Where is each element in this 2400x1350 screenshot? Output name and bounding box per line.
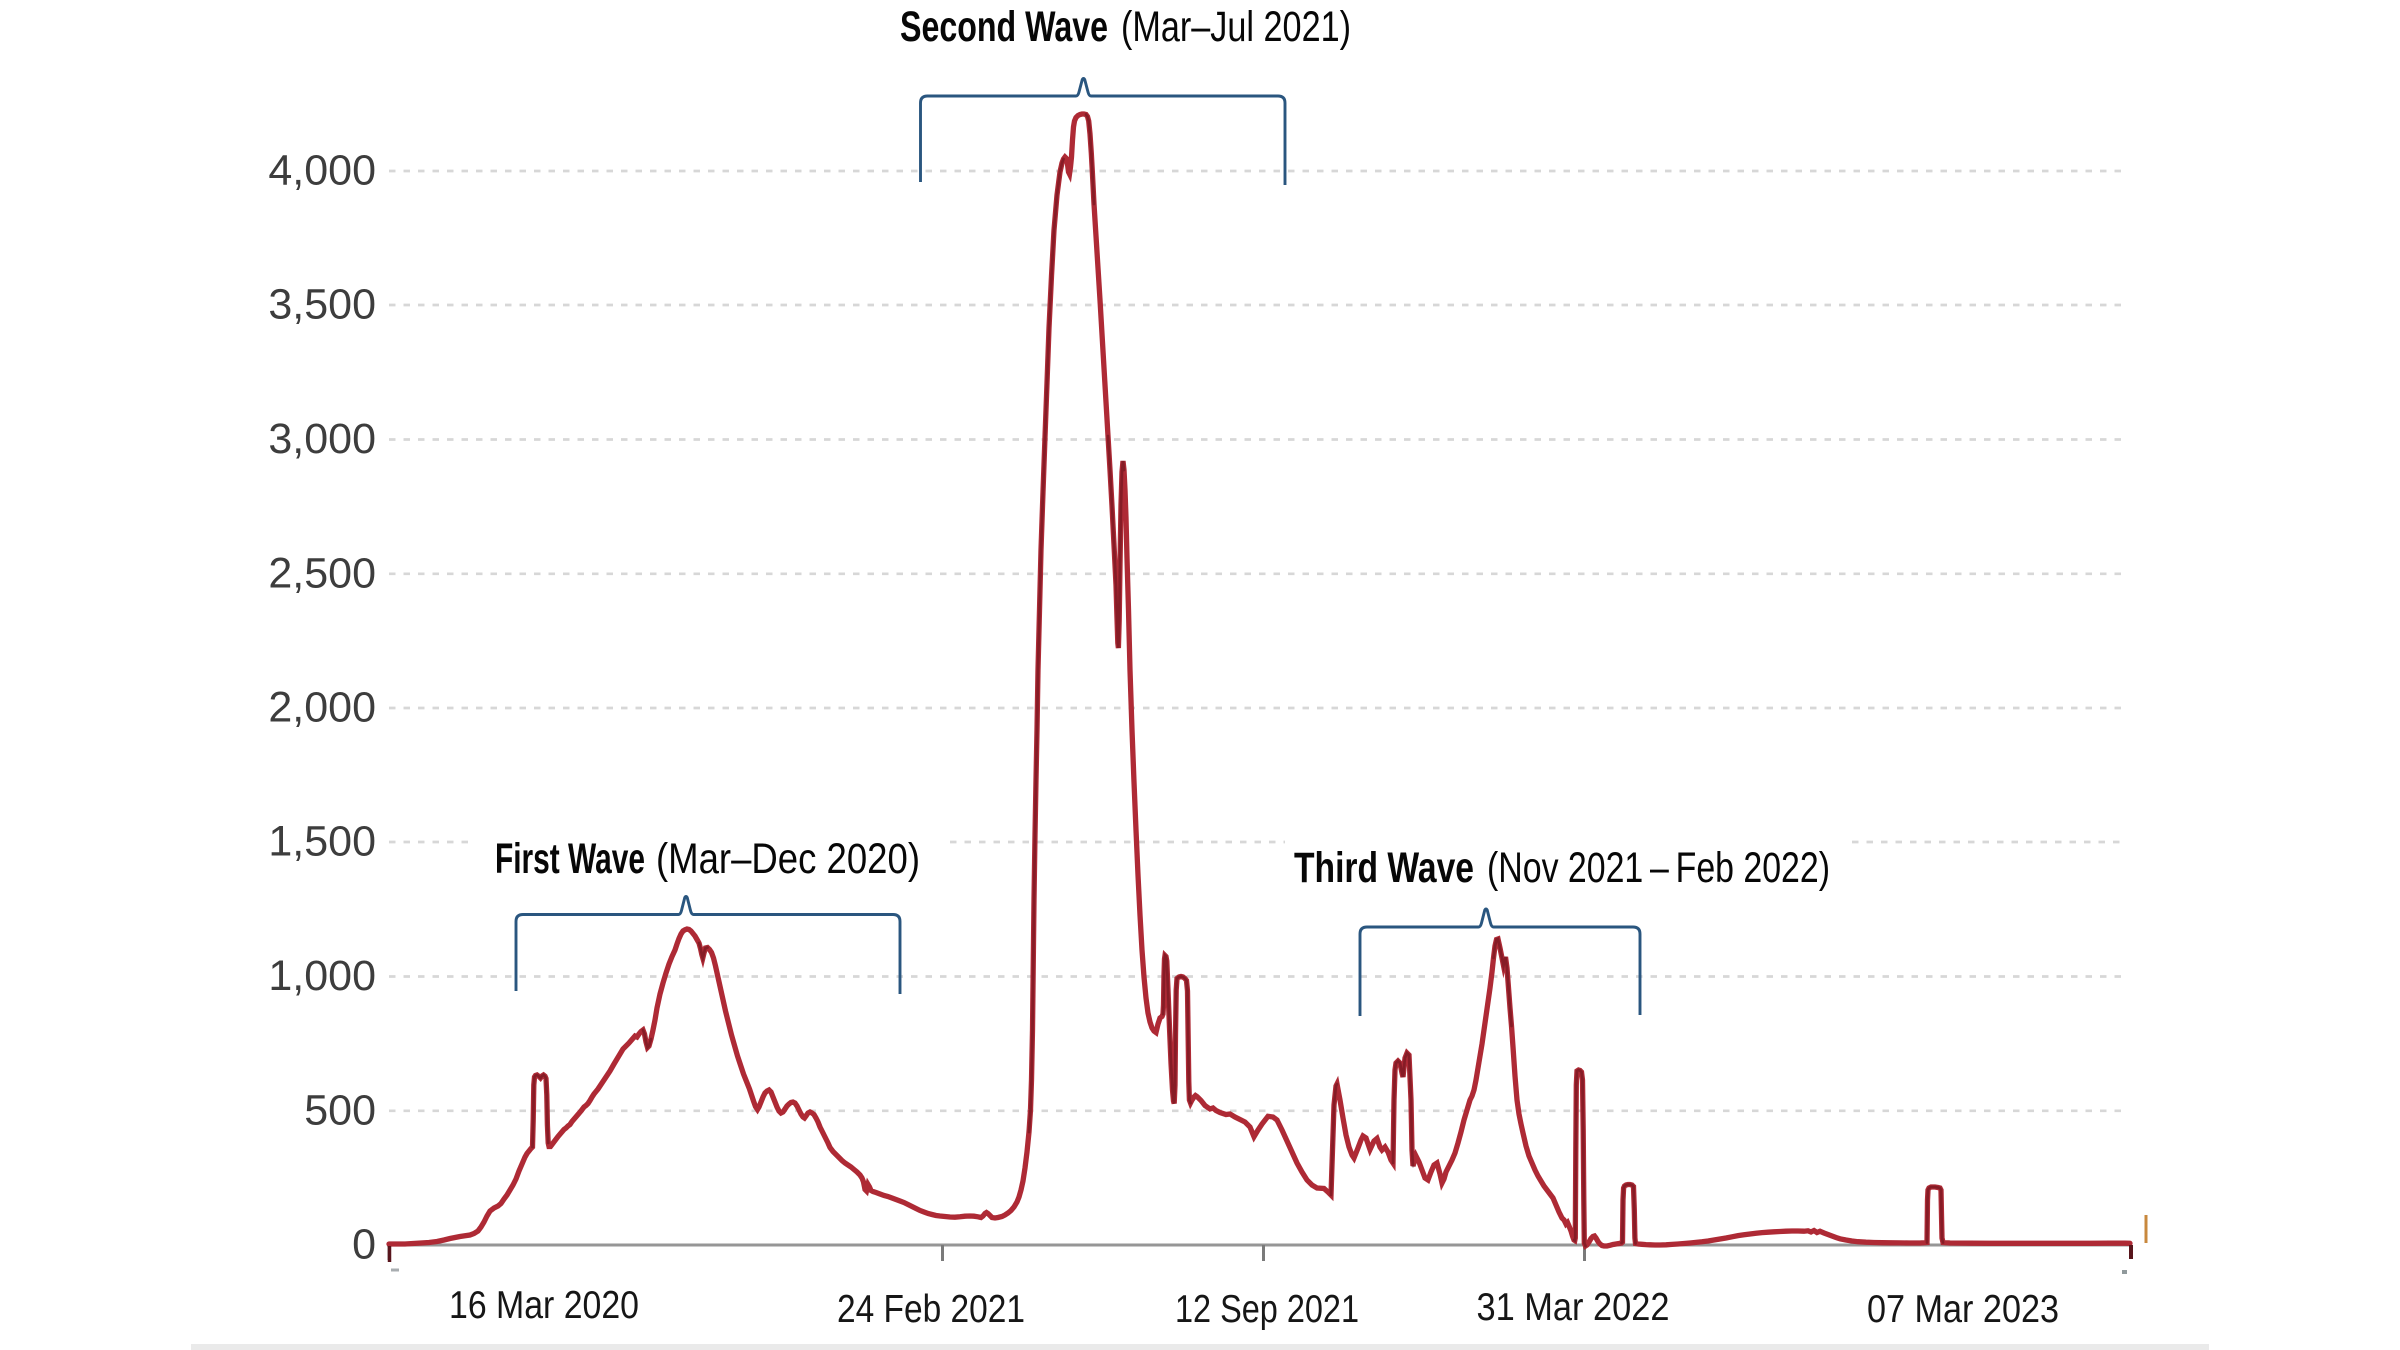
svg-text:(Nov 2021 – Feb 2022): (Nov 2021 – Feb 2022) xyxy=(1487,844,1830,892)
svg-text:First Wave: First Wave xyxy=(495,835,645,883)
svg-text:0: 0 xyxy=(352,1221,376,1269)
svg-text:16 Mar 2020: 16 Mar 2020 xyxy=(449,1284,639,1327)
svg-text:3,500: 3,500 xyxy=(268,281,376,329)
svg-text:500: 500 xyxy=(304,1086,376,1134)
svg-text:1,000: 1,000 xyxy=(268,952,376,1000)
svg-text:31 Mar 2022: 31 Mar 2022 xyxy=(1477,1286,1670,1329)
svg-text:(Mar–Jul 2021): (Mar–Jul 2021) xyxy=(1121,3,1351,51)
svg-text:Third Wave: Third Wave xyxy=(1294,844,1474,892)
svg-text:3,000: 3,000 xyxy=(268,415,376,463)
svg-text:(Mar–Dec 2020): (Mar–Dec 2020) xyxy=(656,835,920,883)
svg-text:2,500: 2,500 xyxy=(268,549,376,597)
svg-text:24 Feb 2021: 24 Feb 2021 xyxy=(837,1288,1025,1331)
svg-text:12 Sep 2021: 12 Sep 2021 xyxy=(1175,1288,1359,1331)
svg-text:07 Mar 2023: 07 Mar 2023 xyxy=(1867,1288,2059,1331)
svg-text:Second Wave: Second Wave xyxy=(900,3,1108,51)
svg-text:2,000: 2,000 xyxy=(268,684,376,732)
svg-text:4,000: 4,000 xyxy=(268,147,376,195)
svg-text:1,500: 1,500 xyxy=(268,818,376,866)
